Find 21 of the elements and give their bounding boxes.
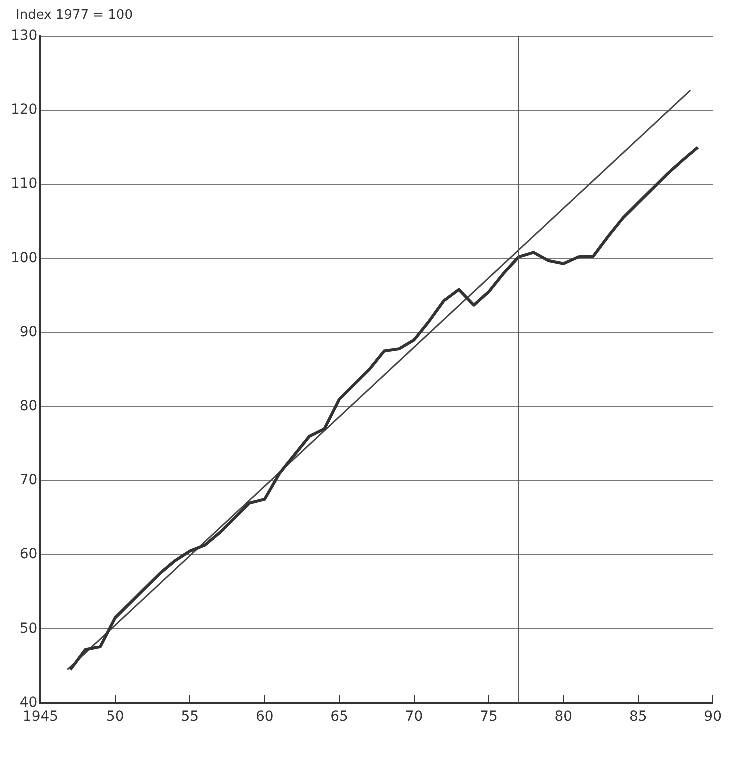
x-tick-label: 85 [629, 709, 648, 726]
x-tick-label: 75 [480, 709, 498, 726]
y-tick-label: 80 [20, 398, 38, 414]
y-axis-title: Index 1977 = 100 [16, 8, 134, 23]
x-tick-label: 65 [330, 709, 348, 726]
y-tick-label: 130 [10, 28, 38, 44]
y-tick-label: 100 [10, 250, 38, 266]
x-tick-label: 70 [405, 709, 424, 726]
x-tick-label: 60 [256, 709, 274, 726]
x-tick-label: 50 [106, 709, 124, 726]
x-tick-label: 55 [181, 709, 200, 726]
x-tick-label: 90 [704, 709, 722, 726]
y-tick-label: 70 [20, 472, 38, 489]
y-tick-label: 50 [20, 620, 38, 637]
y-tick-label: 90 [20, 324, 38, 340]
y-tick-label: 110 [10, 176, 38, 192]
x-tick-label: 80 [554, 709, 573, 726]
x-tick-label: 1945 [22, 709, 59, 726]
y-tick-label: 120 [10, 102, 38, 118]
y-tick-label: 40 [20, 694, 38, 711]
y-tick-label: 60 [20, 546, 38, 563]
